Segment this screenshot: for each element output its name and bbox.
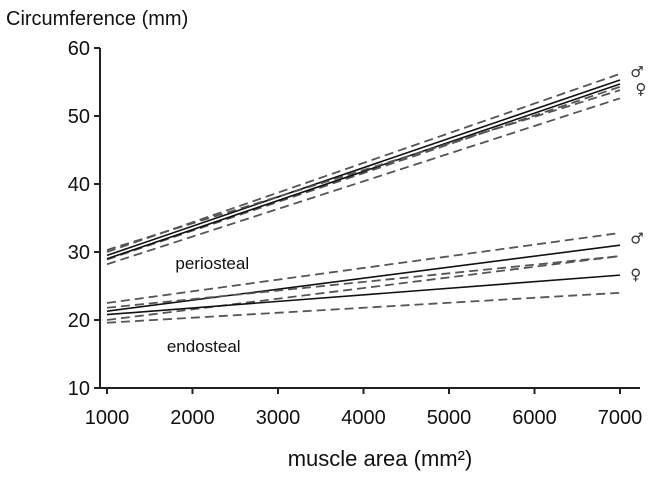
x-tick-label: 7000 (598, 407, 643, 429)
axes (99, 48, 640, 389)
female-symbol: ♀ (635, 80, 646, 98)
x-tick-label: 6000 (512, 407, 557, 429)
x-tick-label: 4000 (341, 407, 386, 429)
line-labels: ♂♀♂♀ (630, 63, 646, 284)
y-tick-label: 20 (68, 310, 90, 332)
series-line-periosteal-fit (106, 83, 621, 260)
series-line-endosteal-fit (106, 274, 621, 316)
y-tick-label: 50 (68, 106, 90, 128)
chart-title: Circumference (mm) (6, 8, 188, 30)
x-tick-label: 3000 (256, 407, 301, 429)
series-line-endosteal-ci (106, 291, 621, 324)
x-axis-label: muscle area (mm²) (288, 446, 473, 471)
male-symbol: ♂ (630, 63, 643, 81)
annotation-endosteal: endosteal (167, 337, 241, 356)
series-line-endosteal-ci (106, 255, 621, 309)
y-tick-label: 60 (68, 38, 90, 60)
series-line-periosteal-ci (106, 72, 621, 253)
annotation-periosteal: periosteal (175, 254, 249, 273)
series-line-periosteal-fit (106, 79, 621, 257)
series-line-periosteal-ci (106, 89, 621, 251)
y-ticks: 10 20 30 40 50 60 (68, 38, 100, 400)
x-ticks: 1000 2000 3000 4000 5000 6000 7000 (85, 388, 643, 429)
series-line-endosteal-ci (106, 255, 621, 321)
y-tick-label: 10 (68, 378, 90, 400)
series-lines (106, 72, 621, 324)
series-line-endosteal-ci (106, 232, 621, 304)
x-tick-label: 5000 (427, 407, 472, 429)
series-line-periosteal-ci (106, 85, 621, 261)
annotations: periosteal endosteal (167, 254, 249, 356)
x-tick-label: 2000 (170, 407, 215, 429)
series-line-periosteal-ci (106, 97, 621, 266)
y-tick-label: 30 (68, 242, 90, 264)
series-line-endosteal-fit (106, 244, 621, 312)
female-symbol: ♀ (630, 265, 641, 283)
male-symbol: ♂ (630, 229, 643, 247)
y-tick-label: 40 (68, 174, 90, 196)
x-tick-label: 1000 (85, 407, 130, 429)
